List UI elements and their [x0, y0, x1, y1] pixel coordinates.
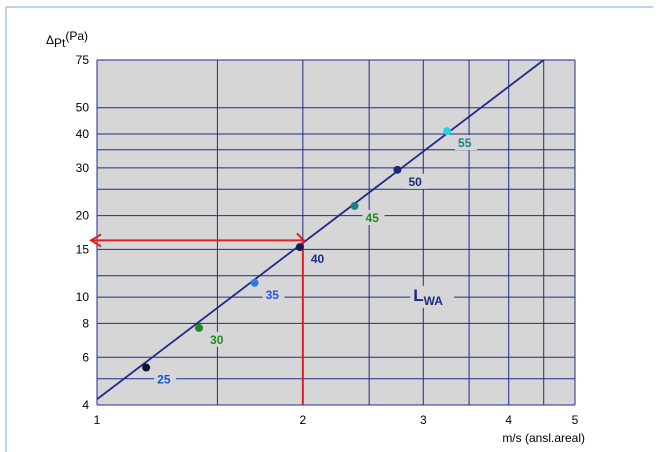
data-label-bg [455, 135, 478, 151]
y-axis-title: ΔPt(Pa) [46, 29, 88, 50]
y-tick-label: 15 [76, 242, 90, 256]
data-label: 55 [458, 136, 472, 150]
x-tick-label: 2 [300, 413, 307, 427]
data-label-bg [262, 286, 285, 302]
data-point [142, 363, 151, 372]
arrowhead-left [89, 233, 102, 248]
data-label-bg [207, 331, 230, 347]
lwa-label-main: L [413, 286, 423, 305]
data-point [350, 201, 359, 210]
data-label-bg [307, 251, 330, 267]
data-point [195, 323, 204, 332]
y-axis-title-sub: Pt [54, 36, 66, 50]
y-tick-label: 10 [76, 290, 90, 304]
x-axis-title: m/s (ansl.areal) [502, 431, 585, 445]
data-point [443, 127, 452, 136]
plot-area [97, 60, 575, 405]
data-points: 25 30 35 40 45 50 55 [142, 127, 478, 387]
y-axis-title-prefix: Δ [46, 33, 54, 47]
x-tick-label: 5 [572, 413, 579, 427]
y-tick-label: 40 [76, 127, 90, 141]
y-tick-label: 30 [76, 161, 90, 175]
series-line [96, 59, 545, 400]
data-point [250, 278, 259, 287]
data-label-bg [362, 209, 385, 225]
grid [96, 59, 576, 406]
data-label: 25 [157, 373, 171, 387]
lwa-label: LWA [413, 286, 443, 308]
y-axis-title-unit: (Pa) [65, 29, 88, 43]
data-point [393, 165, 402, 174]
y-tick-label: 75 [76, 53, 90, 67]
y-tick-label: 4 [82, 398, 89, 412]
reading-arrows [89, 232, 306, 405]
x-tick-label: 4 [505, 413, 512, 427]
y-tick-label: 6 [82, 350, 89, 364]
corner-arrowhead [296, 232, 306, 243]
x-tick-label: 3 [420, 413, 427, 427]
data-label: 35 [266, 288, 280, 302]
data-label: 50 [408, 175, 422, 189]
x-tick-label: 1 [94, 413, 101, 427]
lwa-label-sub: WA [424, 294, 444, 308]
data-label: 45 [366, 211, 380, 225]
data-label: 30 [210, 333, 224, 347]
data-point [295, 243, 304, 252]
data-label: 40 [311, 252, 325, 266]
data-label-bg [405, 173, 428, 189]
series-line-path [96, 59, 545, 400]
y-tick-label: 50 [76, 101, 90, 115]
y-tick-label: 8 [82, 316, 89, 330]
lwa-label-bg [410, 285, 455, 308]
data-label-bg [154, 371, 177, 387]
y-tick-label: 20 [76, 209, 90, 223]
